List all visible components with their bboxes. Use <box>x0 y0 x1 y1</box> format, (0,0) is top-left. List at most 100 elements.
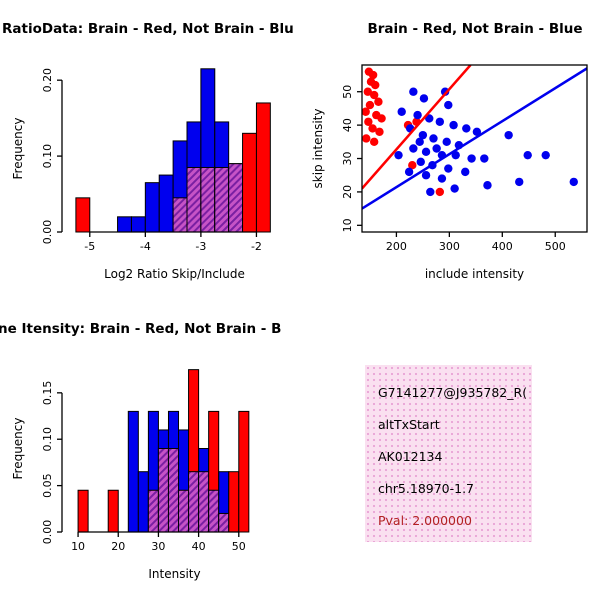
y-tick-label: 10 <box>341 218 354 232</box>
y-axis-label: skip intensity <box>311 109 325 189</box>
y-tick-label: 50 <box>341 85 354 99</box>
scatter-point <box>409 87 418 96</box>
scatter-point <box>415 137 424 147</box>
scatter-point <box>375 127 384 136</box>
hist-bar-overlap <box>218 512 230 533</box>
scatter-point <box>421 147 431 157</box>
intensity-scatter-title: Brain - Red, Not Brain - Blue <box>367 21 582 37</box>
scatter-point <box>419 94 429 103</box>
regression-line <box>362 65 472 190</box>
ratio-histogram-title: RatioData: Brain - Red, Not Brain - Blu <box>2 21 294 37</box>
scatter-point <box>362 134 371 143</box>
hist-bar-overlap <box>188 471 200 533</box>
x-tick-label: 20 <box>111 540 125 553</box>
y-tick-label: 0.20 <box>41 68 54 93</box>
scatter-point <box>363 87 373 96</box>
scatter-point <box>504 130 513 140</box>
x-tick-label: 200 <box>386 240 407 253</box>
scatter-point <box>374 97 383 106</box>
panel-ratio-histogram: RatioData: Brain - Red, Not Brain - Blu … <box>0 0 300 300</box>
hist-bar <box>77 489 89 533</box>
hist-bar <box>75 197 91 233</box>
hist-bar <box>158 174 174 233</box>
y-tick-label: 0.10 <box>41 427 54 452</box>
hist-bar-overlap <box>186 166 202 233</box>
y-tick-label: 0.15 <box>41 381 54 406</box>
hist-bar <box>242 132 257 233</box>
scatter-point <box>444 164 453 173</box>
scatter-point <box>416 157 425 167</box>
x-tick-label: -4 <box>140 240 151 253</box>
y-tick-label: 20 <box>341 185 354 199</box>
x-tick-label: 300 <box>439 240 460 253</box>
x-tick-label: 30 <box>151 540 165 553</box>
x-tick-label: -2 <box>251 240 262 253</box>
scatter-point <box>435 187 445 197</box>
intensity-histogram-title: ne Itensity: Brain - Red, Not Brain - B <box>0 321 281 337</box>
locus-text: chr5.18970-1.7 <box>378 481 475 496</box>
panel-intensity-scatter: Brain - Red, Not Brain - Blue 200 300 400 5… <box>300 0 600 300</box>
scatter-point <box>404 167 414 177</box>
scatter-point <box>368 70 378 80</box>
scatter-point <box>429 134 438 143</box>
y-axis-label: Frequency <box>11 418 25 480</box>
gene-id-text: G7141277@J935782_R( <box>378 385 528 400</box>
scatter-point <box>362 107 370 116</box>
scatter-point <box>449 120 458 130</box>
scatter-point <box>368 124 377 133</box>
ratio-histogram-plot: RatioData: Brain - Red, Not Brain - Blu … <box>2 21 294 281</box>
hist-bar <box>238 410 250 533</box>
scatter-point <box>450 184 459 193</box>
x-tick-label: 50 <box>232 540 246 553</box>
scatter-point <box>442 137 451 147</box>
scatter-point <box>364 117 373 126</box>
scatter-point <box>444 100 453 110</box>
hist-bar-overlap <box>208 489 220 533</box>
hist-bar-overlap <box>157 448 169 533</box>
intensity-scatter-plot: Brain - Red, Not Brain - Blue 200 300 400 5… <box>311 21 588 281</box>
scatter-point <box>369 137 379 147</box>
hist-bar-overlap <box>200 166 216 233</box>
hist-bar-overlap <box>178 489 190 533</box>
scatter-point <box>541 150 550 160</box>
x-tick-label: -3 <box>195 240 206 253</box>
x-axis-label: Log2 Ratio Skip/Include <box>104 267 245 281</box>
y-tick-label: 0.00 <box>41 220 54 245</box>
x-tick-label: 10 <box>71 540 85 553</box>
x-tick-label: 500 <box>545 240 566 253</box>
scatter-point <box>365 100 375 110</box>
y-tick-label: 30 <box>341 152 354 166</box>
scatter-point <box>569 177 578 187</box>
y-tick-label: 0.10 <box>41 144 54 169</box>
y-axis-label: Frequency <box>11 118 25 180</box>
plot-box <box>361 64 588 233</box>
scatter-point <box>432 144 441 153</box>
x-tick-label: 400 <box>492 240 513 253</box>
scatter-point <box>394 150 403 160</box>
y-tick-label: 0.05 <box>41 473 54 498</box>
hist-bar-overlap <box>214 166 230 233</box>
scatter-point <box>397 107 406 116</box>
scatter-point <box>413 110 422 120</box>
scatter-point <box>483 181 492 190</box>
hist-bar-overlap <box>198 471 210 533</box>
intensity-histogram-plot: ne Itensity: Brain - Red, Not Brain - B … <box>0 321 281 581</box>
hist-bar-overlap <box>147 489 159 533</box>
scatter-point <box>408 161 417 170</box>
hist-bar-overlap <box>172 197 188 233</box>
x-axis-label: Intensity <box>148 567 200 581</box>
hist-bar <box>107 489 119 533</box>
scatter-point <box>467 154 476 163</box>
scatter-point <box>462 124 471 133</box>
scatter-point <box>377 114 386 123</box>
scatter-point <box>409 144 418 153</box>
x-tick-label: 40 <box>192 540 206 553</box>
hist-bar <box>117 216 132 233</box>
scatter-point <box>440 87 450 96</box>
y-tick-label: 40 <box>341 118 354 132</box>
panel-intensity-histogram: ne Itensity: Brain - Red, Not Brain - B … <box>0 300 300 600</box>
scatter-point <box>425 114 434 123</box>
scatter-point <box>515 177 524 187</box>
y-tick-label: 0.00 <box>41 520 54 545</box>
